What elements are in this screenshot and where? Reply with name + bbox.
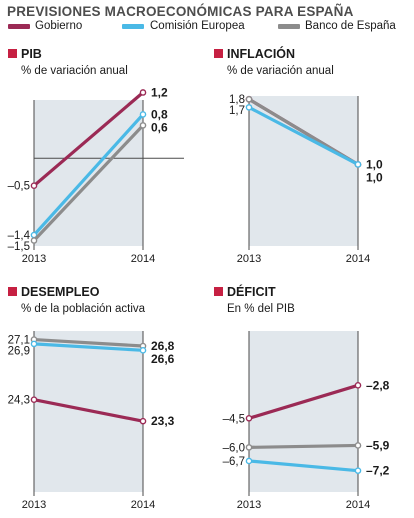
panel-subtitle: % de variación anual — [227, 65, 334, 77]
panel-title: PIB — [21, 47, 42, 61]
series-line — [247, 459, 360, 473]
data-label-2013: 1,7 — [229, 105, 245, 117]
x-tick-label: 2013 — [22, 253, 46, 265]
data-label-2013: –4,5 — [223, 413, 245, 425]
panel-title: DESEMPLEO — [21, 285, 100, 299]
chart-panel-3: DESEMPLEO % de la población activa 2013 201… — [8, 285, 175, 511]
legend-swatch-gobierno — [8, 24, 30, 29]
data-point — [245, 104, 253, 111]
panel-header-square — [8, 287, 17, 296]
data-label-2013: –1,5 — [8, 241, 30, 253]
x-tick-label: 2014 — [131, 253, 155, 265]
plot-shade — [249, 96, 358, 246]
panel-subtitle: % de variación anual — [21, 65, 128, 77]
data-point — [245, 414, 253, 422]
data-point — [245, 444, 253, 451]
series-line — [247, 383, 360, 420]
legend-label-comision: Comisión Europea — [150, 20, 245, 32]
data-label-2014: 23,3 — [151, 414, 175, 428]
data-point — [245, 457, 253, 465]
chart-panel-2: INFLACIÓN % de variación anual 2013 2014 1,8… — [214, 46, 383, 265]
series-line — [32, 112, 145, 237]
data-point — [139, 347, 147, 354]
data-point — [30, 237, 38, 244]
data-label-2014: 0,6 — [151, 120, 168, 134]
data-point — [30, 396, 38, 403]
data-point — [354, 467, 362, 474]
data-label-2013: 1,8 — [229, 94, 245, 106]
legend-label-gobierno: Gobierno — [35, 20, 83, 32]
data-point — [245, 95, 253, 103]
data-point — [354, 442, 362, 449]
chart-panel-4: DÉFICIT En % del PIB 2013 2014 –4,5 –6,0 –6,7 –… — [214, 284, 390, 511]
series-line — [32, 342, 145, 352]
x-tick-label: 2014 — [131, 499, 155, 511]
data-point — [30, 182, 38, 189]
panel-title: DÉFICIT — [227, 284, 276, 299]
panel-header-square — [8, 49, 17, 58]
x-tick-label: 2014 — [346, 499, 370, 511]
data-point — [139, 122, 147, 129]
data-point — [139, 417, 147, 425]
series-line — [247, 443, 360, 449]
data-point — [139, 111, 147, 118]
data-label-2013: 27,1 — [8, 335, 30, 347]
series-line — [32, 398, 145, 423]
data-label-2014: 1,0 — [366, 170, 383, 184]
panel-header-square — [214, 287, 223, 296]
data-point — [354, 382, 362, 389]
data-label-2013: –1,4 — [8, 230, 31, 242]
x-tick-label: 2013 — [237, 499, 261, 511]
data-point — [354, 161, 362, 168]
data-label-2014: –5,9 — [366, 438, 390, 452]
data-point — [30, 340, 38, 348]
data-label-2013: –0,5 — [8, 181, 30, 193]
data-label-2014: 26,8 — [151, 339, 175, 353]
data-label-2013: 26,9 — [8, 346, 30, 358]
data-label-2014: –2,8 — [366, 378, 390, 392]
data-label-2014: 26,6 — [151, 352, 175, 366]
legend-swatch-comision — [122, 24, 144, 29]
panel-title: INFLACIÓN — [227, 46, 295, 61]
x-tick-label: 2013 — [237, 253, 261, 265]
data-label-2014: 1,0 — [366, 157, 383, 171]
data-label-2014: 1,2 — [151, 85, 168, 99]
data-label-2013: –6,0 — [223, 442, 245, 454]
legend-swatch-banco — [278, 24, 300, 29]
x-tick-label: 2013 — [22, 499, 46, 511]
data-label-2014: 0,8 — [151, 107, 168, 121]
data-point — [139, 89, 147, 96]
panel-subtitle: En % del PIB — [227, 303, 295, 315]
panel-subtitle: % de la población activa — [21, 303, 146, 315]
data-label-2013: –6,7 — [223, 456, 245, 468]
infographic-title: PREVISIONES MACROECONÓMICAS PARA ESPAÑA — [7, 4, 354, 19]
panel-header-square — [214, 49, 223, 58]
x-tick-label: 2014 — [346, 253, 370, 265]
chart-panel-1: PIB % de variación anual 2013 2014 –0,5 –1,4–… — [8, 47, 184, 265]
series-line — [247, 105, 360, 167]
legend-label-banco: Banco de España — [305, 20, 396, 32]
series-line — [32, 337, 145, 348]
series-line — [32, 90, 145, 188]
data-label-2013: 24,3 — [8, 395, 30, 407]
series-line — [32, 123, 145, 243]
data-label-2014: –7,2 — [366, 464, 390, 478]
